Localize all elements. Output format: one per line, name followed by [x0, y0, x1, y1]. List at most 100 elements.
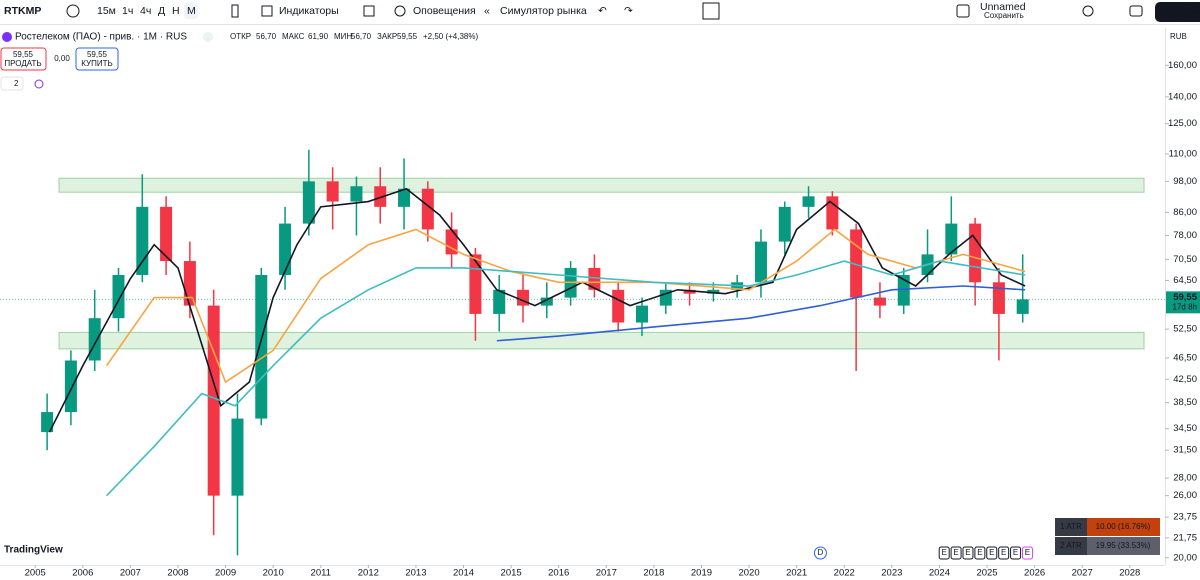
add-symbol[interactable]: [66, 4, 80, 18]
candle-body: [231, 418, 244, 496]
y-tick-label: 28,00: [1173, 473, 1197, 484]
candle-body: [945, 223, 958, 255]
chart-type-icon[interactable]: [231, 4, 239, 18]
layout-name[interactable]: Unnamed: [980, 1, 1026, 13]
atr-value-cell: [1087, 537, 1160, 555]
candle-body: [826, 196, 839, 230]
event-marker: [938, 546, 950, 560]
event-label: E: [1001, 548, 1006, 557]
buy-button[interactable]: [75, 47, 119, 71]
publish[interactable]: Опублик: [1161, 6, 1200, 18]
atr-value-cell: [1087, 518, 1160, 536]
ohlc-value: 59,55: [397, 32, 418, 41]
event-marker: [1021, 546, 1033, 560]
candle-body: [969, 223, 982, 283]
y-tick-label: 110,00: [1169, 149, 1197, 160]
y-tick-label: 64,50: [1173, 275, 1197, 286]
candle-body: [897, 274, 910, 306]
save[interactable]: Сохранить: [984, 11, 1024, 20]
symbol[interactable]: RTKMP: [4, 5, 41, 17]
ohlc-value: 56,70: [256, 32, 277, 41]
candle-body: [326, 181, 339, 202]
candle-body: [112, 274, 125, 319]
x-tick-label: 2027: [1072, 568, 1093, 579]
alerts[interactable]: Оповещения: [413, 5, 476, 17]
x-tick-label: 2007: [120, 568, 141, 579]
alerts-icon[interactable]: [394, 5, 406, 17]
fullscreen-icon[interactable]: [702, 2, 720, 20]
y-tick-label: 52,50: [1173, 324, 1197, 335]
redo[interactable]: ↷: [624, 5, 633, 17]
atr-name: 1 ATR: [1060, 522, 1082, 531]
snapshot-icon[interactable]: [1129, 5, 1143, 17]
atr-value: 10.00 (16.76%): [1096, 522, 1151, 531]
simulator[interactable]: Симулятор рынка: [500, 5, 587, 17]
candle-body: [207, 305, 220, 496]
sell-button[interactable]: [0, 47, 47, 71]
event-label: E: [942, 548, 947, 557]
atr-value: 19.95 (33.53%): [1096, 541, 1151, 550]
currency: RUB: [1170, 32, 1187, 41]
x-tick-label: 2028: [1119, 568, 1140, 579]
x-tick-label: 2018: [643, 568, 664, 579]
event-marker: [986, 546, 998, 560]
candle-body: [302, 181, 315, 224]
ohlc-label: ЗАКР: [377, 32, 397, 41]
y-tick-label: 42,50: [1173, 374, 1197, 385]
event-label: D: [818, 548, 824, 557]
candle-body: [873, 297, 886, 306]
x-tick-label: 2014: [453, 568, 474, 579]
undo[interactable]: ↶: [598, 5, 607, 17]
x-tick-label: 2005: [25, 568, 46, 579]
candle-body: [802, 196, 815, 207]
candle-body: [136, 206, 149, 275]
settings-icon[interactable]: [1082, 5, 1094, 17]
x-tick-label: 2026: [1024, 568, 1045, 579]
sell-price[interactable]: 59,55: [13, 50, 34, 59]
x-tick-label: 2006: [72, 568, 93, 579]
buy-price[interactable]: 59,55: [87, 50, 108, 59]
event-marker: [1010, 546, 1022, 560]
interval[interactable]: 4ч: [140, 5, 151, 17]
candle-body: [255, 274, 268, 419]
layouts-icon[interactable]: [363, 5, 375, 17]
indicators-icon[interactable]: [261, 5, 273, 17]
interval-active: [184, 3, 198, 19]
last-price-label: 59,55: [1173, 292, 1197, 303]
candle-body: [992, 282, 1005, 314]
buy[interactable]: КУПИТЬ: [81, 59, 112, 68]
x-tick-label: 2020: [738, 568, 759, 579]
y-tick-label: 46,50: [1173, 352, 1197, 363]
ohlc-value: 61,90: [308, 32, 329, 41]
sell[interactable]: ПРОДАТЬ: [4, 59, 41, 68]
interval[interactable]: Д: [158, 5, 165, 17]
indicators-count[interactable]: 2: [14, 79, 19, 88]
publish-button[interactable]: [1155, 2, 1200, 22]
candle-body: [88, 318, 101, 361]
event-marker: [813, 546, 827, 560]
x-tick-label: 2022: [834, 568, 855, 579]
moving-average: [106, 260, 1026, 497]
ohlc-value: 56,70: [351, 32, 372, 41]
interval[interactable]: М: [187, 5, 196, 17]
x-tick-label: 2011: [311, 568, 331, 579]
moving-average: [48, 187, 1026, 433]
candle-body: [398, 188, 411, 207]
candle-body: [850, 229, 863, 298]
interval[interactable]: 15м: [97, 5, 116, 17]
indicators[interactable]: Индикаторы: [279, 5, 339, 17]
y-tick-label: 26,00: [1173, 490, 1197, 501]
replay-icon[interactable]: «: [484, 5, 490, 17]
layout-icon[interactable]: [956, 4, 970, 18]
x-tick-label: 2013: [405, 568, 426, 579]
legend-title: Ростелеком (ПАО) - прив. · 1M · RUS: [15, 32, 187, 43]
event-label: E: [953, 548, 958, 557]
interval[interactable]: 1ч: [122, 5, 133, 17]
candle-body: [540, 297, 553, 306]
y-tick-label: 31,50: [1173, 445, 1197, 456]
indicators-toggle[interactable]: [0, 76, 24, 91]
logo: TradingView: [4, 545, 63, 556]
zone: [58, 177, 1145, 193]
interval[interactable]: Н: [172, 5, 180, 17]
